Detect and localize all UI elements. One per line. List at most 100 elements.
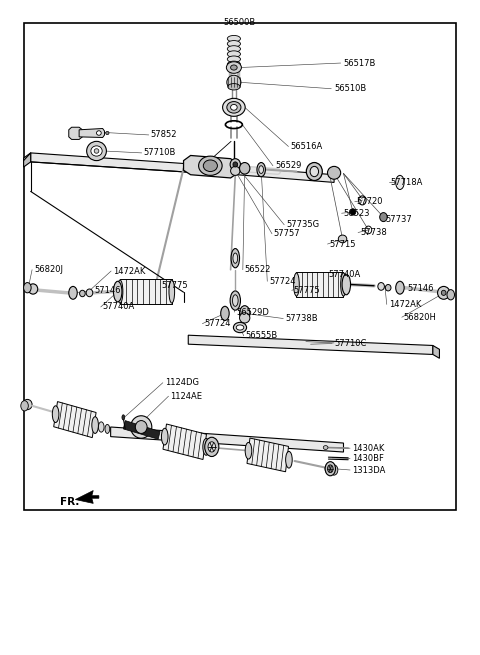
Text: 57720: 57720	[357, 197, 383, 206]
Ellipse shape	[228, 84, 240, 90]
Ellipse shape	[240, 312, 250, 323]
Ellipse shape	[227, 75, 241, 89]
Ellipse shape	[396, 176, 404, 189]
Text: 57710C: 57710C	[334, 339, 366, 348]
Ellipse shape	[204, 160, 217, 172]
Text: 56529D: 56529D	[236, 308, 269, 316]
Text: 1313DA: 1313DA	[352, 466, 385, 474]
Ellipse shape	[306, 162, 323, 181]
Text: 1124AE: 1124AE	[170, 392, 203, 401]
Ellipse shape	[106, 132, 109, 135]
Ellipse shape	[86, 289, 93, 297]
Text: 57718A: 57718A	[391, 178, 423, 187]
Ellipse shape	[203, 439, 209, 455]
Polygon shape	[54, 402, 96, 438]
Text: 57852: 57852	[151, 130, 177, 140]
Ellipse shape	[240, 162, 250, 174]
Text: 57737: 57737	[386, 215, 413, 224]
Ellipse shape	[21, 401, 28, 411]
Ellipse shape	[94, 149, 99, 153]
Ellipse shape	[310, 166, 319, 177]
Ellipse shape	[98, 422, 104, 432]
Polygon shape	[69, 127, 83, 140]
Ellipse shape	[230, 166, 240, 176]
Polygon shape	[75, 491, 99, 504]
Ellipse shape	[438, 286, 450, 299]
Ellipse shape	[447, 290, 455, 300]
Text: 57775: 57775	[161, 280, 188, 290]
Ellipse shape	[294, 273, 299, 296]
Text: 57740A: 57740A	[103, 303, 135, 312]
Ellipse shape	[396, 281, 404, 294]
Text: 57740A: 57740A	[328, 271, 360, 280]
Ellipse shape	[117, 280, 123, 303]
Ellipse shape	[330, 465, 338, 475]
Text: 1430BF: 1430BF	[352, 454, 384, 463]
Ellipse shape	[92, 417, 98, 434]
Text: 57146: 57146	[408, 284, 434, 293]
Text: 57724: 57724	[269, 277, 296, 286]
Ellipse shape	[325, 462, 336, 476]
Text: 57735G: 57735G	[286, 220, 319, 229]
Ellipse shape	[231, 248, 240, 268]
Text: 56820J: 56820J	[34, 265, 63, 274]
Text: 57738B: 57738B	[285, 314, 318, 323]
Polygon shape	[433, 345, 440, 358]
Text: 1430AK: 1430AK	[352, 443, 384, 453]
Polygon shape	[183, 155, 235, 178]
Polygon shape	[297, 272, 344, 297]
Ellipse shape	[69, 286, 77, 299]
Ellipse shape	[385, 284, 391, 291]
Ellipse shape	[24, 282, 31, 293]
Ellipse shape	[323, 445, 328, 449]
Ellipse shape	[228, 56, 240, 62]
Ellipse shape	[233, 253, 238, 263]
Polygon shape	[163, 424, 206, 460]
Ellipse shape	[221, 307, 229, 320]
Ellipse shape	[350, 209, 356, 215]
Ellipse shape	[228, 35, 240, 42]
Text: 57738: 57738	[360, 228, 387, 237]
Text: 1472AK: 1472AK	[113, 267, 145, 276]
Ellipse shape	[233, 322, 247, 333]
Ellipse shape	[240, 306, 250, 321]
Ellipse shape	[91, 146, 102, 156]
Ellipse shape	[380, 213, 387, 221]
Text: 57757: 57757	[274, 229, 300, 238]
Ellipse shape	[204, 438, 219, 457]
Text: 56522: 56522	[245, 265, 271, 274]
Ellipse shape	[227, 102, 241, 113]
Ellipse shape	[259, 166, 264, 174]
Ellipse shape	[223, 98, 245, 117]
Text: 56523: 56523	[344, 209, 370, 217]
Text: 56820H: 56820H	[404, 312, 437, 322]
Ellipse shape	[52, 406, 59, 422]
Ellipse shape	[230, 65, 237, 70]
Ellipse shape	[228, 61, 240, 67]
Text: FR.: FR.	[60, 497, 80, 507]
Polygon shape	[188, 163, 334, 183]
Text: 56500B: 56500B	[224, 18, 256, 27]
Text: 1472AK: 1472AK	[389, 300, 421, 309]
Ellipse shape	[228, 41, 240, 47]
Polygon shape	[110, 427, 344, 452]
Ellipse shape	[338, 235, 347, 243]
Ellipse shape	[80, 290, 85, 297]
Ellipse shape	[169, 280, 175, 303]
Ellipse shape	[342, 274, 350, 295]
Text: 56517B: 56517B	[344, 58, 376, 67]
Ellipse shape	[228, 46, 240, 52]
Text: 57710B: 57710B	[144, 149, 176, 157]
Ellipse shape	[105, 424, 110, 434]
Text: 56529: 56529	[276, 161, 302, 170]
Ellipse shape	[257, 162, 265, 177]
Ellipse shape	[245, 442, 252, 459]
Ellipse shape	[122, 415, 125, 420]
Text: 57775: 57775	[294, 286, 320, 295]
Ellipse shape	[378, 282, 384, 290]
Ellipse shape	[87, 141, 107, 160]
Ellipse shape	[96, 131, 101, 135]
Polygon shape	[79, 128, 105, 138]
Ellipse shape	[228, 51, 240, 57]
Polygon shape	[120, 279, 172, 305]
